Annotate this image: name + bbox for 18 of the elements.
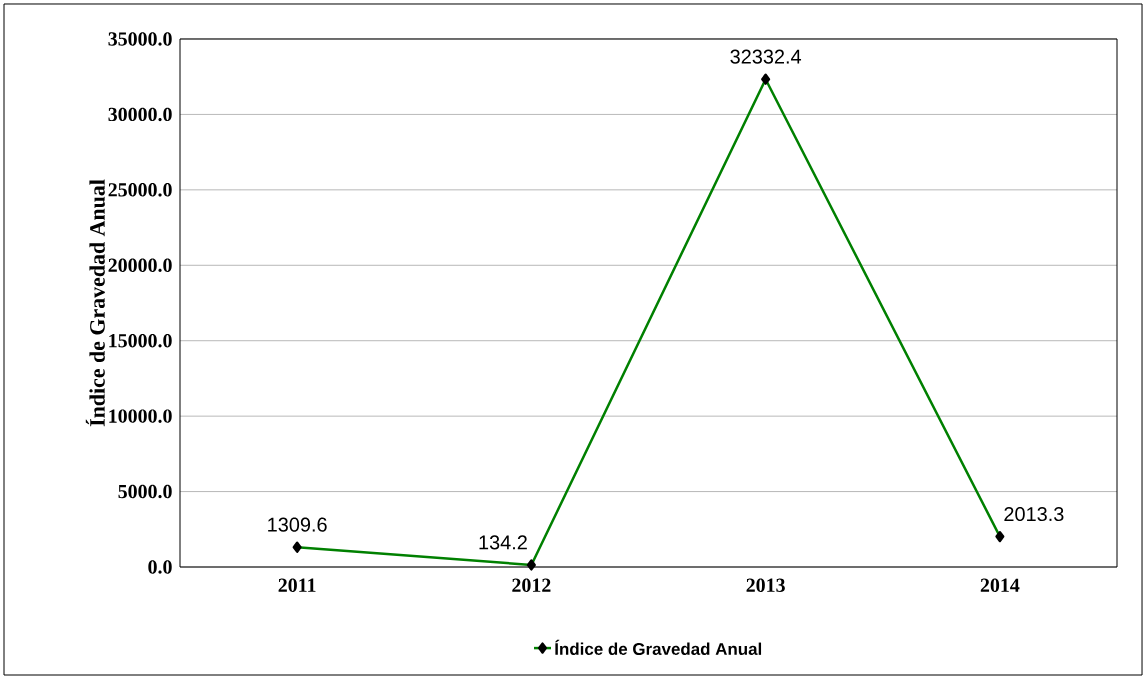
data-label: 134.2	[479, 535, 527, 550]
data-label: 2013.3	[1004, 507, 1064, 522]
y-axis-title: Índice de Gravedad Anual	[85, 179, 105, 427]
x-tick-label: 2013	[746, 578, 785, 592]
y-tick-label: 15000.0	[109, 333, 172, 348]
x-tick-label: 2012	[512, 578, 551, 592]
y-tick-label: 20000.0	[108, 258, 172, 273]
data-label: 32332.4	[730, 49, 802, 64]
x-tick-label: 2011	[278, 578, 316, 592]
data-label: 1309.6	[268, 517, 327, 532]
y-tick-label: 35000.0	[108, 32, 172, 46]
y-tick-label: 30000.0	[108, 107, 172, 122]
y-tick-label: 5000.0	[118, 484, 172, 499]
x-tick-label: 2014	[980, 578, 1020, 592]
y-tick-label: 10000.0	[109, 409, 172, 423]
legend-label: Índice de Gravedad Anual	[555, 639, 762, 656]
y-tick-label: 25000.0	[108, 183, 172, 197]
y-tick-label: 0.0	[148, 560, 172, 574]
